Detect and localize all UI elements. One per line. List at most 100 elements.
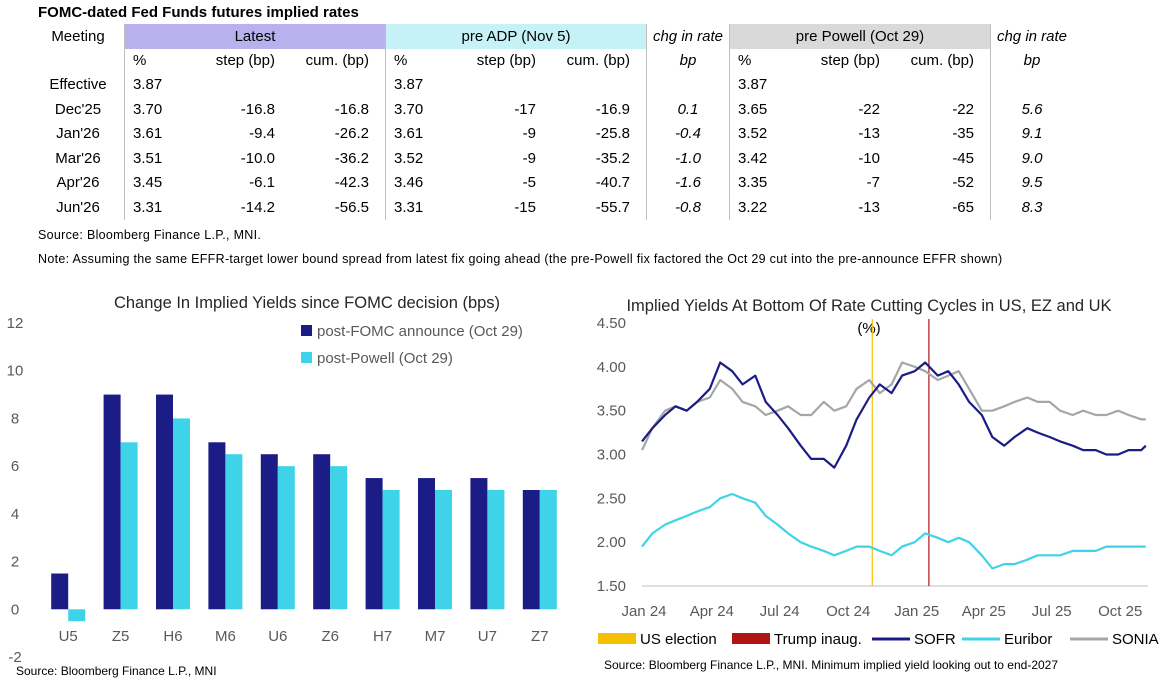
bar-ytick-label: 4 <box>11 506 19 523</box>
bar-ytick-label: 0 <box>11 601 19 618</box>
bar-post-powell-oct-29--m6 <box>225 454 243 610</box>
table-cell: -14.2 <box>240 198 275 216</box>
table-cell <box>646 72 730 97</box>
subheader-6: bp <box>646 48 730 73</box>
line-xtick-label: Jul 25 <box>1032 603 1072 620</box>
bar-post-fomc-announce-oct-29--u5 <box>51 573 69 610</box>
table-cell: -40.7 <box>595 174 630 192</box>
euribor-series-line <box>641 492 1146 570</box>
table-cell: 3.52 <box>729 121 786 146</box>
table-cell: -17 <box>514 100 536 118</box>
bar-post-fomc-announce-oct-29--z7 <box>522 490 540 610</box>
fomc-rates-table: Meeting Latest pre ADP (Nov 5) chg in ra… <box>32 24 1073 220</box>
line-ytick-label: 1.50 <box>597 578 626 595</box>
table-cell: -13 <box>858 198 880 216</box>
line-ytick-label: 3.50 <box>597 403 626 420</box>
table-cell: -7 <box>866 174 880 192</box>
bar-legend-label: post-FOMC announce (Oct 29) <box>317 323 523 340</box>
line-xtick-label: Jan 24 <box>621 603 666 620</box>
bar-ytick-label: 2 <box>11 554 19 571</box>
bar-post-powell-oct-29--h6 <box>173 418 190 610</box>
line-chart-title: Implied Yields At Bottom Of Rate Cutting… <box>626 297 1111 315</box>
line-xtick-label: Apr 25 <box>962 603 1006 620</box>
table-cell: 3.61 <box>385 121 442 146</box>
table-cell: 3.35 <box>729 170 786 195</box>
header-chg-1: chg in rate <box>646 24 730 49</box>
bar-chart-source: Source: Bloomberg Finance L.P., MNI <box>16 664 217 678</box>
bar-post-fomc-announce-oct-29--m7 <box>418 478 435 610</box>
table-cell: 3.70 <box>385 97 442 122</box>
sonia-series-line <box>641 361 1146 451</box>
table-cell: 3.46 <box>385 170 442 195</box>
subheader-9: cum. (bp) <box>910 52 974 69</box>
table-cell: -9 <box>522 149 536 167</box>
bar-chart: Change In Implied Yields since FOMC deci… <box>7 294 557 678</box>
table-cell: 9.5 <box>990 170 1073 195</box>
table-cell: -16.9 <box>595 100 630 118</box>
line-legend-label: SOFR <box>914 631 956 648</box>
line-ytick-label: 2.50 <box>597 490 626 507</box>
bar-post-powell-oct-29--u6 <box>277 466 295 610</box>
subheader-1: step (bp) <box>215 52 275 69</box>
line-chart-ylabel: (%) <box>857 320 880 337</box>
bar-xtick-label: Z7 <box>531 628 549 645</box>
table-cell <box>275 73 386 98</box>
table-cell: 3.70 <box>124 97 181 122</box>
bar-post-powell-oct-29--z5 <box>120 442 138 610</box>
table-cell <box>536 73 647 98</box>
table-row: Effective 3.87 3.87 3.87 <box>32 72 1073 98</box>
subheader-2: cum. (bp) <box>305 52 369 69</box>
line-legend-label: Trump inaug. <box>774 631 862 648</box>
line-legend-swatch <box>732 633 770 644</box>
bar-xtick-label: H6 <box>163 628 182 645</box>
bar-xtick-label: U6 <box>268 628 287 645</box>
bar-xtick-label: H7 <box>373 628 392 645</box>
table-row: Jun'26 3.31 -14.2 -56.5 3.31 -15 -55.7 -0.8 3.22… <box>32 195 1073 220</box>
bar-xtick-label: U5 <box>59 628 78 645</box>
bar-legend-swatch <box>301 352 312 363</box>
line-xtick-label: Oct 24 <box>826 603 870 620</box>
table-cell <box>442 73 536 98</box>
table-cell: 3.51 <box>124 146 181 171</box>
subheader-8: step (bp) <box>820 52 880 69</box>
table-cell: -56.5 <box>334 198 369 216</box>
bar-post-powell-oct-29--u7 <box>487 490 505 610</box>
table-cell: 9.0 <box>990 146 1073 171</box>
header-latest: Latest <box>124 24 386 49</box>
table-cell: -45 <box>952 149 974 167</box>
table-cell: -35.2 <box>595 149 630 167</box>
table-cell: -35 <box>952 125 974 143</box>
table-cell: -42.3 <box>334 174 369 192</box>
bar-post-powell-oct-29--z7 <box>539 490 557 610</box>
meeting-label: Effective <box>49 76 107 94</box>
table-cell: 9.1 <box>990 121 1073 146</box>
bar-ytick-label: 8 <box>11 410 19 427</box>
bar-ytick-label: 12 <box>7 315 24 332</box>
meeting-label: Jun'26 <box>56 198 100 216</box>
bar-post-fomc-announce-oct-29--h6 <box>156 394 173 610</box>
line-chart: Implied Yields At Bottom Of Rate Cutting… <box>597 297 1159 672</box>
line-xtick-label: Jan 25 <box>894 603 939 620</box>
header-chg-2: chg in rate <box>990 24 1073 49</box>
table-cell: -10.0 <box>240 149 275 167</box>
line-ytick-label: 2.00 <box>597 534 626 551</box>
table-row: Dec'25 3.70 -16.8 -16.8 3.70 -17 -16.9 0.1 3.65 -… <box>32 97 1073 122</box>
table-cell: 3.22 <box>729 195 786 220</box>
table-source: Source: Bloomberg Finance L.P., MNI. <box>38 228 262 242</box>
line-ytick-label: 4.00 <box>597 359 626 376</box>
table-cell: -15 <box>514 198 536 216</box>
bar-ytick-label: -2 <box>8 649 21 666</box>
subheader-0: % <box>124 48 181 73</box>
meeting-label: Mar'26 <box>55 149 101 167</box>
line-legend-swatch <box>598 633 636 644</box>
table-cell: -9 <box>522 125 536 143</box>
table-cell: 3.65 <box>729 97 786 122</box>
meeting-label: Apr'26 <box>56 174 100 192</box>
line-ytick-label: 3.00 <box>597 447 626 464</box>
table-cell: -13 <box>858 125 880 143</box>
table-cell: -52 <box>952 174 974 192</box>
table-cell <box>181 73 275 98</box>
table-cell: -16.8 <box>334 100 369 118</box>
table-cell: -26.2 <box>334 125 369 143</box>
table-title: FOMC-dated Fed Funds futures implied rat… <box>38 4 359 21</box>
